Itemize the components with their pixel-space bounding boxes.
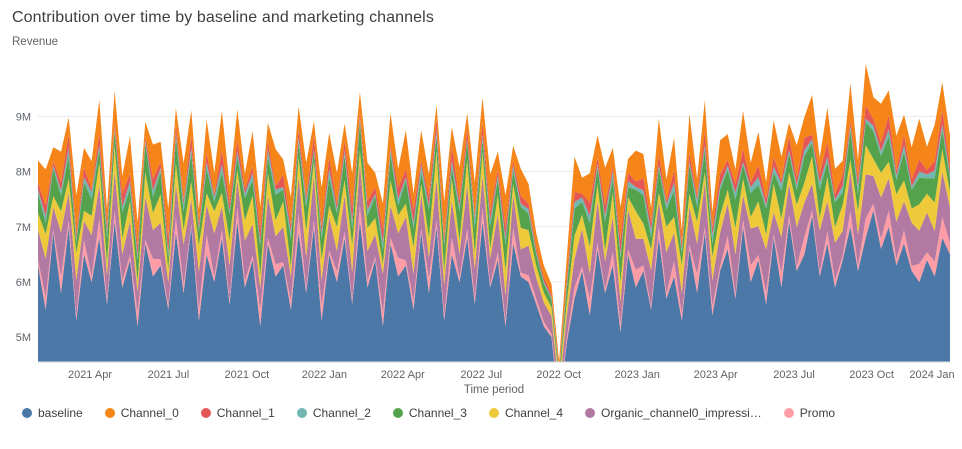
legend-item-channel-4[interactable]: Channel_4	[488, 406, 564, 420]
x-tick-label: 2022 Apr	[381, 369, 425, 381]
legend-label: baseline	[38, 406, 83, 420]
y-tick-label: 7M	[16, 222, 31, 234]
legend-dot-icon	[585, 408, 596, 418]
chart-legend: baseline Channel_0 Channel_1 Channel_2 Chann…	[22, 406, 962, 420]
x-tick-label: 2022 Jan	[302, 369, 347, 381]
legend-dot-icon	[392, 408, 403, 418]
x-tick-label: 2022 Oct	[536, 369, 581, 381]
legend-label: Channel_3	[408, 406, 467, 420]
legend-item-channel-0[interactable]: Channel_0	[104, 406, 179, 420]
area-layer-channel-3[interactable]	[38, 121, 950, 380]
y-tick-label: 5M	[16, 332, 31, 344]
area-layer-channel-1[interactable]	[38, 105, 950, 372]
legend-dot-icon	[783, 408, 794, 418]
x-tick-label: 2023 Oct	[849, 369, 894, 381]
x-tick-label: 2024 Jan	[909, 369, 954, 381]
legend-item-channel-1[interactable]: Channel_1	[200, 406, 275, 420]
stacked-area-chart[interactable]: 5M 6M 7M 8M 9M 2021 Apr 2021 Jul 2021 Oct 2022 J…	[0, 50, 962, 384]
area-layer-baseline[interactable]	[38, 210, 950, 384]
legend-dot-icon	[488, 408, 499, 418]
x-tick-label: 2023 Jan	[615, 369, 660, 381]
legend-label: Channel_1	[216, 406, 275, 420]
y-tick-label: 8M	[16, 167, 31, 179]
x-tick-label: 2021 Jul	[148, 369, 190, 381]
x-tick-label: 2022 Jul	[460, 369, 502, 381]
report-page: Contribution over time by baseline and m…	[0, 9, 962, 449]
y-tick-label: 9M	[16, 111, 31, 123]
x-tick-label: 2023 Apr	[694, 369, 738, 381]
legend-item-channel-3[interactable]: Channel_3	[392, 406, 467, 420]
legend-label: Organic_channel0_impressi…	[601, 406, 762, 420]
legend-dot-icon	[104, 408, 115, 418]
legend-label: Promo	[799, 406, 836, 420]
area-layer-channel-2[interactable]	[38, 117, 950, 375]
legend-dot-icon	[22, 408, 32, 418]
area-layer-channel-4[interactable]	[38, 145, 950, 384]
y-axis-title: Revenue	[12, 36, 59, 48]
legend-label: Channel_4	[504, 406, 564, 420]
x-tick-label: 2021 Apr	[68, 369, 112, 381]
legend-item-organic-channel0-impressi-[interactable]: Organic_channel0_impressi…	[585, 406, 762, 420]
legend-item-baseline[interactable]: baseline	[22, 406, 83, 420]
legend-label: Channel_0	[120, 406, 179, 420]
x-tick-label: 2021 Oct	[225, 369, 270, 381]
legend-dot-icon	[200, 408, 211, 418]
area-layer-promo[interactable]	[38, 203, 950, 384]
legend-item-promo[interactable]: Promo	[783, 406, 836, 420]
y-tick-label: 6M	[16, 277, 31, 289]
legend-item-channel-2[interactable]: Channel_2	[296, 406, 371, 420]
legend-label: Channel_2	[312, 406, 371, 420]
chart-title: Contribution over time by baseline and m…	[12, 9, 434, 26]
legend-dot-icon	[296, 408, 307, 418]
x-tick-label: 2023 Jul	[773, 369, 815, 381]
x-axis-title: Time period	[463, 384, 525, 396]
area-layer-organic-channel0-impressi-[interactable]	[38, 162, 950, 384]
